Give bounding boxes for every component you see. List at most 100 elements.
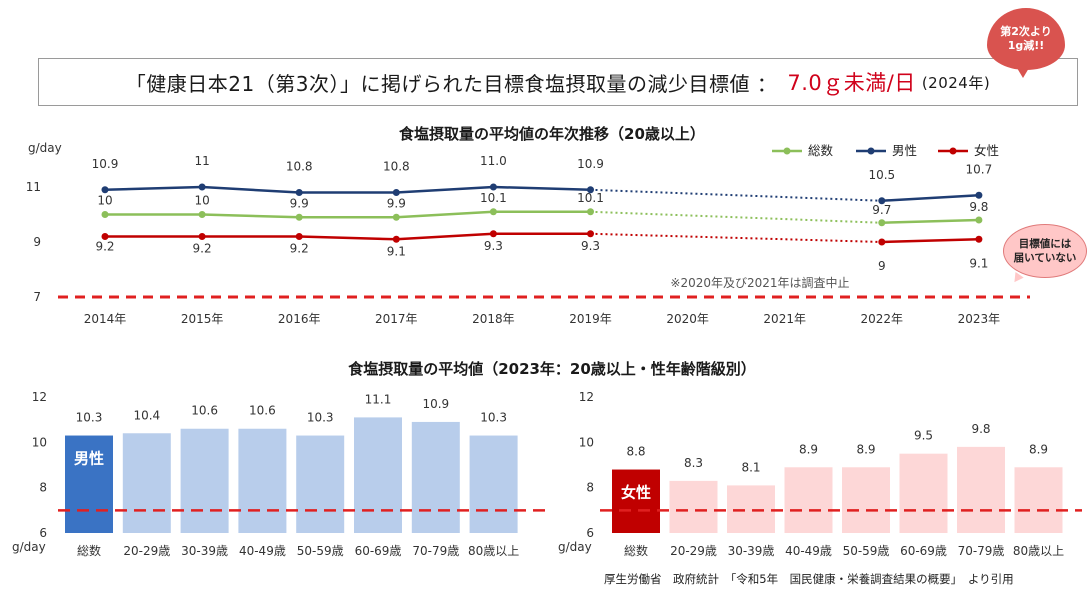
line-chart-y-tick: 11 [26, 180, 41, 194]
reduction-badge: 第2次より 1g減!! [987, 8, 1065, 78]
line-data-label-male: 10.9 [92, 157, 119, 171]
line-point-female [392, 235, 400, 243]
line-chart-title: 食塩摂取量の平均値の年次推移（20歳以上） [399, 125, 705, 143]
line-data-label-total: 9.9 [387, 196, 406, 210]
line-point-male [587, 186, 594, 194]
bar-female [957, 446, 1005, 533]
bar-subset-label-female: 女性 [621, 484, 651, 502]
bar-x-tick-female: 30-39歳 [728, 544, 775, 558]
bar-data-label-female: 8.9 [1029, 442, 1048, 456]
bar-chart-y-unit: g/day [12, 540, 46, 554]
line-chart-x-tick: 2014年 [84, 312, 127, 326]
bar-chart-y-tick: 12 [579, 390, 594, 404]
bar-x-tick-male: 40-49歳 [239, 544, 286, 558]
line-chart-x-tick: 2020年 [666, 312, 709, 326]
line-data-label-male: 10.9 [577, 157, 604, 171]
bar-male [238, 428, 287, 533]
line-data-label-total: 10 [194, 194, 209, 208]
line-point-male [878, 197, 886, 205]
bar-female [669, 480, 718, 533]
badge-line-1: 第2次より [1000, 25, 1052, 38]
bar-data-label-female: 9.5 [914, 429, 933, 443]
line-chart-x-tick: 2016年 [278, 312, 321, 326]
line-chart-y-tick: 7 [33, 290, 41, 304]
bar-chart-title: 食塩摂取量の平均値（2023年：20歳以上・性年齢階級別） [348, 360, 756, 378]
bar-male [180, 428, 229, 533]
line-point-female [975, 235, 983, 243]
bar-male [411, 421, 460, 533]
line-point-female [101, 233, 109, 240]
line-point-total [392, 213, 400, 221]
line-point-female [489, 230, 497, 238]
line-series-male-gap [590, 188, 882, 202]
line-data-label-female: 9.3 [581, 239, 600, 253]
bar-x-tick-female: 50-59歳 [843, 544, 890, 558]
line-chart-x-tick: 2023年 [958, 312, 1001, 326]
line-chart-y-unit: g/day [28, 141, 62, 155]
callout-line-1: 目標値には [1018, 238, 1072, 250]
bar-male [469, 435, 518, 533]
legend-marker-male [867, 147, 875, 155]
bar-female [727, 485, 775, 533]
legend-label-total: 総数 [808, 143, 834, 158]
bar-data-label-male: 10.3 [76, 411, 103, 425]
line-data-label-male: 10.8 [286, 160, 313, 174]
bar-chart-y-tick: 8 [586, 481, 594, 495]
bar-chart-y-tick: 8 [39, 481, 47, 495]
line-data-label-female: 9.2 [95, 240, 114, 254]
bar-data-label-male: 10.6 [249, 404, 276, 418]
line-chart-x-tick: 2022年 [861, 312, 904, 326]
bar-data-label-female: 8.9 [856, 442, 875, 456]
line-data-label-female: 9.3 [484, 239, 503, 253]
line-point-male [295, 189, 303, 196]
bar-x-tick-female: 60-69歳 [900, 544, 947, 558]
bar-male [296, 435, 345, 533]
line-data-label-total: 9.9 [290, 196, 309, 210]
headline-year: (2024年) [921, 73, 991, 92]
bar-data-label-male: 10.3 [307, 411, 334, 425]
line-point-male [392, 189, 400, 196]
bar-subset-label-male: 男性 [74, 450, 104, 468]
legend-label-male: 男性 [892, 143, 917, 158]
bar-chart-y-tick: 12 [32, 390, 47, 404]
line-data-label-total: 9.7 [872, 203, 891, 217]
line-data-label-total: 10 [97, 194, 112, 208]
source-citation: 厚生労働省 政府統計 「令和5年 国民健康・栄養調査結果の概要」 より引用 [604, 572, 1014, 586]
bar-male [354, 417, 402, 533]
bar-data-label-male: 10.9 [422, 397, 449, 411]
bar-data-label-female: 9.8 [971, 422, 990, 436]
bar-data-label-female: 8.8 [626, 445, 645, 459]
line-chart-x-tick: 2018年 [472, 312, 515, 326]
line-data-label-female: 9.1 [969, 256, 988, 270]
bar-data-label-female: 8.9 [799, 442, 818, 456]
line-point-female [198, 233, 206, 240]
bar-x-tick-female: 20-29歳 [670, 544, 717, 558]
line-data-label-male: 10.7 [966, 162, 993, 176]
line-data-label-female: 9.2 [290, 242, 309, 256]
bar-data-label-male: 10.6 [191, 404, 218, 418]
bar-chart-y-tick: 10 [32, 435, 47, 449]
legend-marker-total [783, 147, 791, 155]
bar-x-tick-male: 50-59歳 [297, 544, 344, 558]
line-series-male [104, 185, 591, 194]
callout-line-2: 届いていない [1013, 252, 1077, 264]
legend-marker-female [949, 147, 957, 155]
line-point-male [101, 186, 109, 194]
line-data-label-total: 9.8 [969, 200, 988, 214]
bar-female [842, 467, 890, 533]
line-chart-x-tick: 2015年 [181, 312, 224, 326]
bar-x-tick-male: 総数 [77, 543, 101, 558]
bar-x-tick-male: 60-69歳 [355, 544, 402, 558]
line-chart-x-tick: 2019年 [569, 312, 612, 326]
not-reached-callout: 目標値には 届いていない [1003, 224, 1087, 278]
bar-chart-y-tick: 6 [39, 526, 47, 540]
bar-x-tick-male: 80歳以上 [468, 544, 519, 558]
line-point-total [198, 211, 206, 218]
bar-male [65, 435, 113, 533]
line-series-total-recent [881, 218, 979, 224]
bar-female [612, 469, 660, 533]
line-point-total [878, 219, 886, 227]
legend-label-female: 女性 [974, 143, 999, 158]
line-point-total [101, 211, 109, 218]
bar-data-label-female: 8.1 [741, 460, 760, 474]
